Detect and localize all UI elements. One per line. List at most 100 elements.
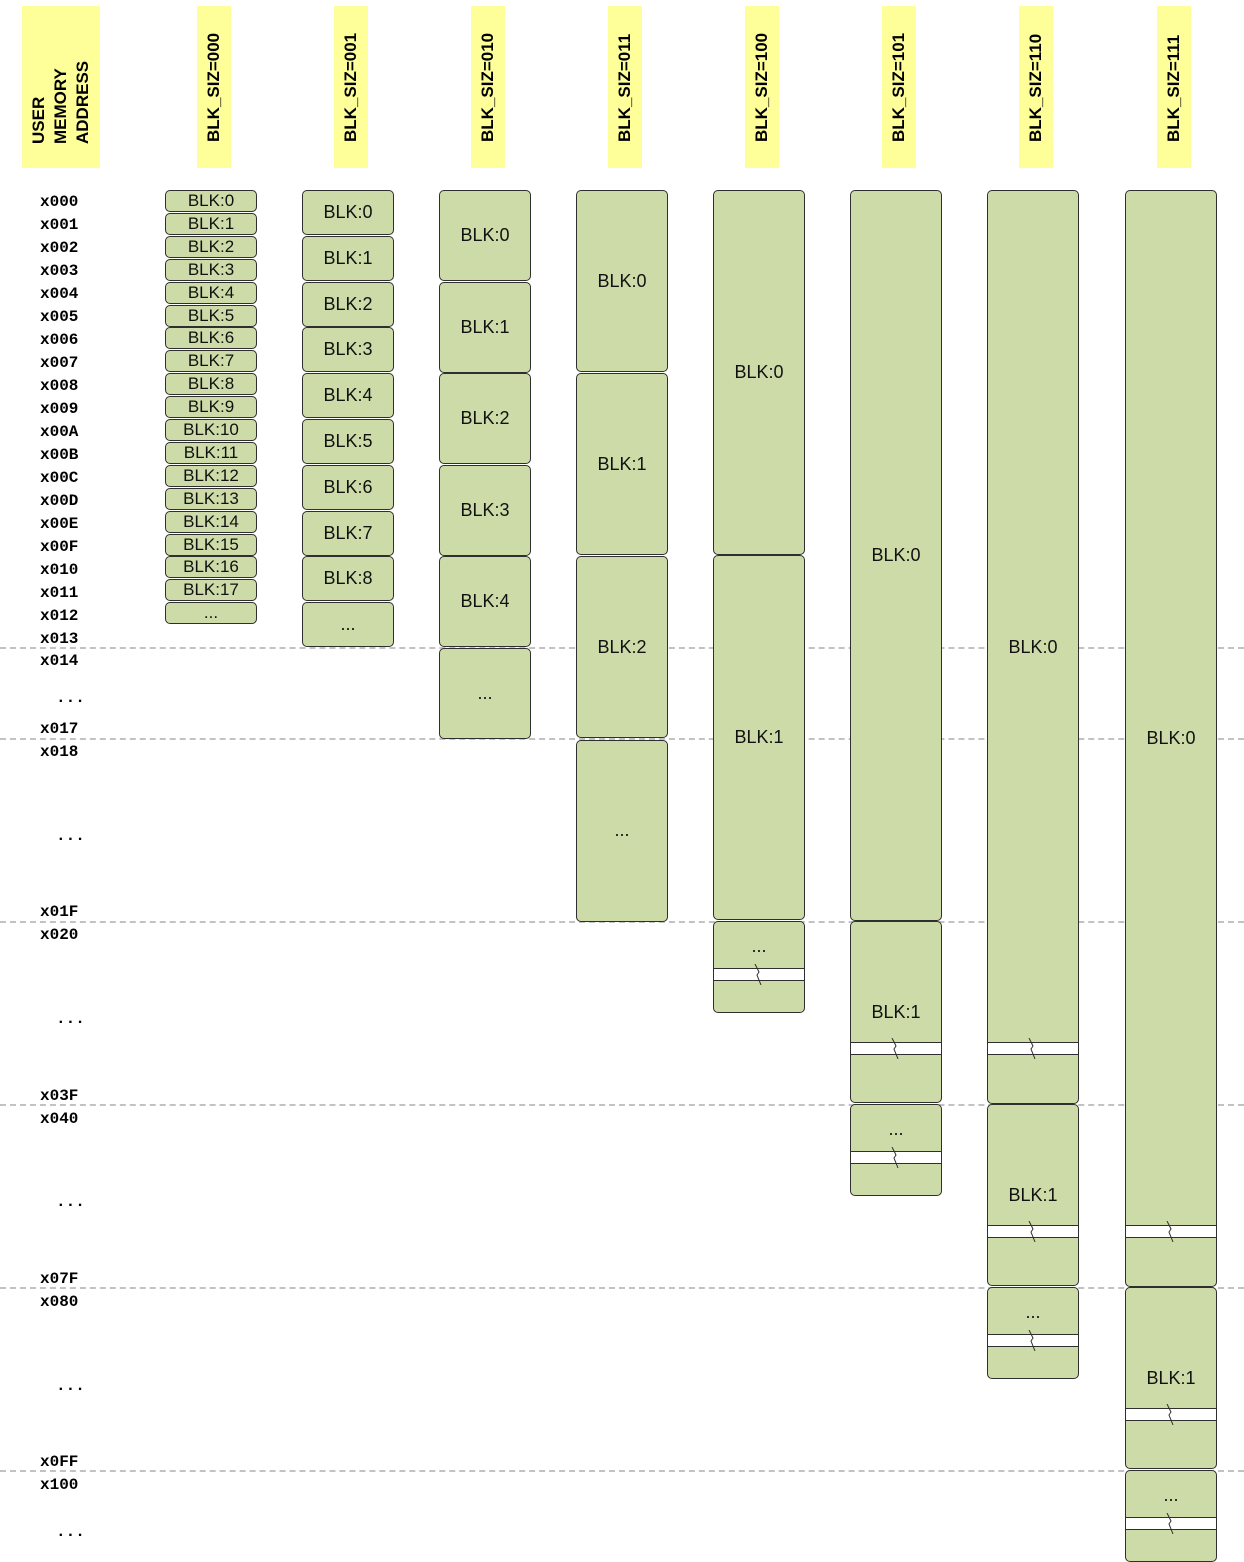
column-header: BLK_SIZ=010 xyxy=(471,6,505,168)
block-continuation: ... xyxy=(850,1104,942,1196)
address-label: x004 xyxy=(40,285,79,303)
column-header-label: BLK_SIZ=011 xyxy=(615,33,634,142)
memory-block: BLK:1 xyxy=(850,921,942,1103)
block-label: BLK:10 xyxy=(183,420,239,439)
break-marker xyxy=(714,964,804,985)
boundary-separator xyxy=(0,1470,1244,1472)
memory-block: BLK:6 xyxy=(165,327,257,350)
memory-block: BLK:11 xyxy=(165,441,257,464)
address-label: x100 xyxy=(40,1476,79,1494)
memory-block: BLK:0 xyxy=(1125,190,1217,1287)
block-label: ... xyxy=(1025,1302,1041,1322)
address-label: x00E xyxy=(40,515,79,533)
address-label: x013 xyxy=(40,630,79,648)
boundary-separator xyxy=(0,1287,1244,1289)
address-label: ... xyxy=(56,689,85,707)
column-header: BLK_SIZ=100 xyxy=(745,6,779,168)
block-label: BLK:0 xyxy=(597,270,647,291)
block-label: BLK:14 xyxy=(183,511,239,531)
memory-block: BLK:0 xyxy=(713,190,805,555)
column-header: BLK_SIZ=011 xyxy=(608,6,642,168)
block-label: BLK:12 xyxy=(183,465,239,485)
memory-block: BLK:2 xyxy=(302,281,394,327)
block-label: BLK:2 xyxy=(597,636,647,657)
break-marker xyxy=(1126,1513,1216,1534)
memory-block: BLK:13 xyxy=(165,487,257,510)
address-label: x009 xyxy=(40,400,79,418)
block-label: BLK:2 xyxy=(323,293,373,314)
block-label: BLK:2 xyxy=(187,236,235,256)
address-label: x020 xyxy=(40,926,79,944)
memory-block: BLK:1 xyxy=(165,212,257,235)
block-label: BLK:7 xyxy=(323,522,373,543)
memory-block: BLK:3 xyxy=(439,464,531,556)
block-label: BLK:7 xyxy=(187,351,235,371)
memory-block: BLK:5 xyxy=(302,419,394,464)
block-label: ... xyxy=(1163,1485,1179,1505)
memory-block: BLK:2 xyxy=(576,556,668,739)
column-header-label: BLK_SIZ=000 xyxy=(204,32,223,142)
boundary-separator xyxy=(0,738,1244,740)
column-header-label: BLK_SIZ=100 xyxy=(752,32,771,142)
address-label: x010 xyxy=(40,561,79,579)
block-continuation: ... xyxy=(302,602,394,648)
memory-block: BLK:12 xyxy=(165,464,257,487)
block-label: BLK:9 xyxy=(187,397,235,417)
block-label: BLK:8 xyxy=(187,374,235,394)
block-label: BLK:16 xyxy=(183,557,239,577)
memory-block: BLK:17 xyxy=(165,579,257,602)
block-label: BLK:1 xyxy=(187,213,235,233)
block-label: BLK:3 xyxy=(460,499,510,520)
block-label: BLK:1 xyxy=(734,727,784,747)
address-label: x001 xyxy=(40,216,79,234)
block-label: BLK:4 xyxy=(460,591,510,612)
column-header: BLK_SIZ=110 xyxy=(1019,6,1053,168)
block-continuation: ... xyxy=(165,602,257,625)
address-label: x003 xyxy=(40,262,79,280)
block-label: BLK:1 xyxy=(597,453,647,474)
address-label: x002 xyxy=(40,239,79,257)
address-label: x00A xyxy=(40,423,79,441)
memory-block: BLK:7 xyxy=(165,350,257,373)
address-label: x018 xyxy=(40,743,79,761)
memory-block: BLK:3 xyxy=(302,327,394,373)
memory-block: BLK:7 xyxy=(302,510,394,556)
address-label: x00D xyxy=(40,492,79,510)
memory-block: BLK:8 xyxy=(302,556,394,602)
boundary-separator xyxy=(0,921,1244,923)
block-label: BLK:0 xyxy=(1008,636,1058,657)
block-label: BLK:4 xyxy=(323,385,373,406)
address-label: ... xyxy=(56,1193,85,1211)
block-label: ... xyxy=(888,1119,904,1139)
break-marker xyxy=(988,1038,1078,1059)
address-label: x00B xyxy=(40,446,79,464)
column-header: BLK_SIZ=001 xyxy=(334,6,368,168)
column-header: BLK_SIZ=111 xyxy=(1157,6,1191,168)
memory-block: BLK:16 xyxy=(165,556,257,579)
address-label: x007 xyxy=(40,354,79,372)
block-label: BLK:6 xyxy=(323,476,373,497)
address-label: x07F xyxy=(40,1270,79,1288)
block-label: BLK:4 xyxy=(187,282,235,302)
column-header-label: BLK_SIZ=111 xyxy=(1164,34,1183,142)
block-label: BLK:3 xyxy=(187,259,235,279)
block-label: BLK:13 xyxy=(183,488,239,508)
block-label: BLK:0 xyxy=(187,191,235,210)
address-label: x080 xyxy=(40,1293,79,1311)
memory-block: BLK:0 xyxy=(439,190,531,281)
address-label: x014 xyxy=(40,652,79,670)
block-label: BLK:0 xyxy=(871,545,921,565)
break-marker xyxy=(1126,1221,1216,1242)
address-label: x0FF xyxy=(40,1453,79,1471)
memory-block: BLK:9 xyxy=(165,396,257,419)
memory-block: BLK:14 xyxy=(165,510,257,533)
memory-block: BLK:4 xyxy=(439,556,531,648)
memory-block: BLK:1 xyxy=(439,281,531,373)
block-label: ... xyxy=(203,603,219,623)
memory-block: BLK:1 xyxy=(1125,1287,1217,1469)
memory-block: BLK:1 xyxy=(987,1104,1079,1286)
address-label: ... xyxy=(56,827,85,845)
block-label: BLK:2 xyxy=(460,408,510,429)
break-marker xyxy=(1126,1404,1216,1425)
address-label: ... xyxy=(56,1523,85,1541)
